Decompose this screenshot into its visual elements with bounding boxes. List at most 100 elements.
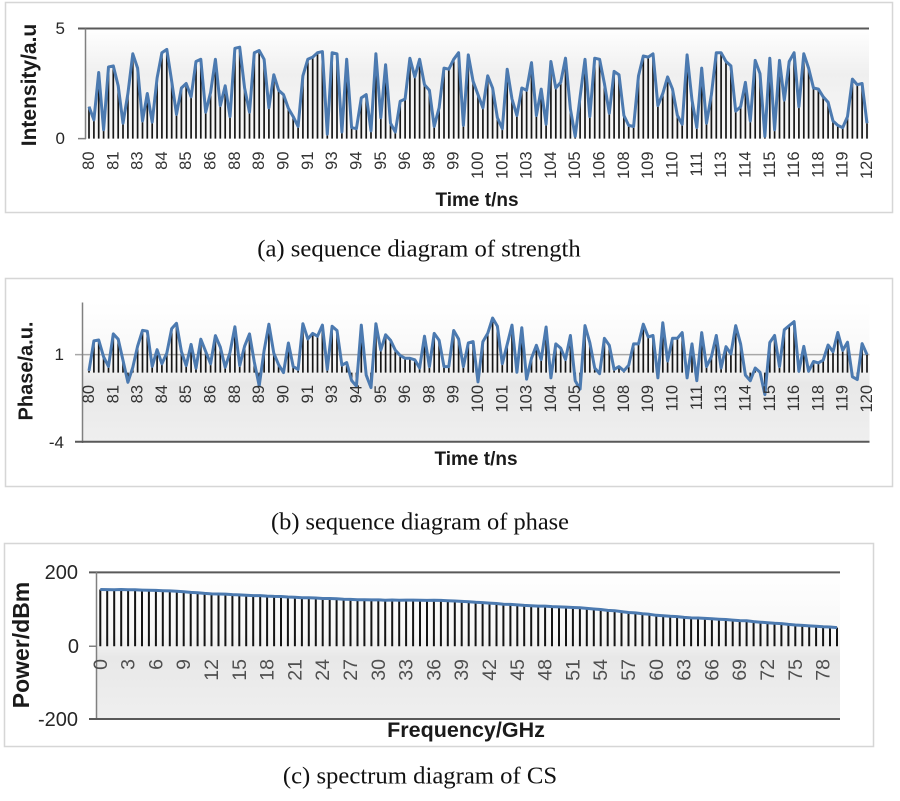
svg-text:0: 0 bbox=[90, 659, 112, 670]
svg-text:45: 45 bbox=[507, 659, 529, 681]
svg-text:15: 15 bbox=[229, 659, 251, 681]
svg-text:93: 93 bbox=[323, 385, 341, 403]
svg-text:54: 54 bbox=[590, 659, 612, 681]
svg-text:120: 120 bbox=[858, 385, 876, 413]
svg-text:39: 39 bbox=[451, 659, 473, 681]
svg-text:90: 90 bbox=[275, 152, 293, 170]
svg-text:103: 103 bbox=[518, 152, 536, 180]
svg-text:85: 85 bbox=[177, 152, 195, 170]
svg-text:89: 89 bbox=[250, 152, 268, 170]
svg-text:113: 113 bbox=[712, 385, 730, 411]
svg-text:104: 104 bbox=[542, 152, 560, 180]
svg-text:104: 104 bbox=[542, 385, 560, 413]
svg-text:(a) sequence diagram of streng: (a) sequence diagram of strength bbox=[257, 236, 581, 263]
svg-text:109: 109 bbox=[639, 385, 657, 413]
svg-text:-4: -4 bbox=[49, 433, 64, 452]
svg-text:200: 200 bbox=[45, 562, 78, 584]
svg-text:9: 9 bbox=[173, 659, 195, 670]
svg-text:114: 114 bbox=[736, 385, 754, 411]
svg-text:110: 110 bbox=[664, 152, 682, 178]
svg-text:99: 99 bbox=[445, 152, 463, 170]
svg-text:95: 95 bbox=[372, 152, 390, 170]
svg-text:120: 120 bbox=[858, 152, 876, 180]
svg-text:81: 81 bbox=[104, 385, 122, 403]
svg-text:96: 96 bbox=[396, 385, 414, 403]
svg-text:3: 3 bbox=[118, 659, 140, 670]
svg-text:88: 88 bbox=[226, 152, 244, 170]
svg-text:-200: -200 bbox=[38, 709, 78, 731]
svg-text:101: 101 bbox=[493, 385, 511, 413]
svg-text:106: 106 bbox=[591, 152, 609, 180]
svg-text:Phase/a.u.: Phase/a.u. bbox=[16, 322, 38, 421]
svg-text:6: 6 bbox=[145, 659, 167, 670]
svg-text:12: 12 bbox=[201, 659, 223, 681]
svg-text:88: 88 bbox=[226, 385, 244, 403]
svg-text:119: 119 bbox=[834, 152, 852, 178]
svg-text:108: 108 bbox=[615, 152, 633, 180]
svg-text:(c) spectrum diagram of CS: (c) spectrum diagram of CS bbox=[283, 763, 557, 790]
svg-text:80: 80 bbox=[80, 385, 98, 403]
svg-text:118: 118 bbox=[809, 385, 827, 411]
svg-text:99: 99 bbox=[445, 385, 463, 403]
svg-text:96: 96 bbox=[396, 152, 414, 170]
svg-text:30: 30 bbox=[368, 659, 390, 681]
svg-text:57: 57 bbox=[618, 659, 640, 681]
svg-text:75: 75 bbox=[785, 659, 807, 681]
svg-text:72: 72 bbox=[757, 659, 779, 681]
svg-text:116: 116 bbox=[785, 152, 803, 178]
svg-text:36: 36 bbox=[423, 659, 445, 681]
svg-text:81: 81 bbox=[104, 152, 122, 170]
svg-text:113: 113 bbox=[712, 152, 730, 178]
svg-text:111: 111 bbox=[688, 385, 706, 410]
svg-text:108: 108 bbox=[615, 385, 633, 413]
svg-text:66: 66 bbox=[701, 659, 723, 681]
svg-text:80: 80 bbox=[80, 152, 98, 170]
svg-text:60: 60 bbox=[646, 659, 668, 681]
svg-text:1: 1 bbox=[55, 345, 64, 364]
svg-text:Power/dBm: Power/dBm bbox=[8, 582, 34, 709]
svg-text:86: 86 bbox=[202, 152, 220, 170]
svg-text:84: 84 bbox=[153, 152, 171, 170]
svg-text:Time t/ns: Time t/ns bbox=[434, 449, 517, 470]
svg-text:42: 42 bbox=[479, 659, 501, 681]
svg-text:27: 27 bbox=[340, 659, 362, 681]
svg-text:21: 21 bbox=[284, 659, 306, 681]
svg-text:83: 83 bbox=[129, 152, 147, 170]
svg-text:48: 48 bbox=[535, 659, 557, 681]
svg-text:63: 63 bbox=[674, 659, 696, 681]
svg-text:101: 101 bbox=[493, 152, 511, 180]
svg-text:100: 100 bbox=[469, 385, 487, 413]
svg-text:105: 105 bbox=[566, 385, 584, 413]
svg-text:90: 90 bbox=[275, 385, 293, 403]
svg-text:110: 110 bbox=[664, 385, 682, 411]
svg-text:69: 69 bbox=[729, 659, 751, 681]
svg-text:98: 98 bbox=[420, 385, 438, 403]
svg-text:33: 33 bbox=[396, 659, 418, 681]
svg-text:106: 106 bbox=[591, 385, 609, 413]
svg-text:111: 111 bbox=[688, 152, 706, 177]
svg-text:0: 0 bbox=[56, 129, 65, 148]
svg-text:118: 118 bbox=[809, 152, 827, 178]
svg-text:91: 91 bbox=[299, 385, 317, 403]
svg-text:Time t/ns: Time t/ns bbox=[435, 190, 518, 211]
svg-text:93: 93 bbox=[323, 152, 341, 170]
svg-text:98: 98 bbox=[420, 152, 438, 170]
svg-text:85: 85 bbox=[177, 385, 195, 403]
svg-text:115: 115 bbox=[761, 152, 779, 178]
svg-text:95: 95 bbox=[372, 385, 390, 403]
svg-text:109: 109 bbox=[639, 152, 657, 180]
svg-text:91: 91 bbox=[299, 152, 317, 170]
svg-text:94: 94 bbox=[347, 152, 365, 170]
svg-text:5: 5 bbox=[56, 19, 65, 38]
svg-text:114: 114 bbox=[736, 152, 754, 178]
svg-text:Intensity/a.u: Intensity/a.u bbox=[18, 24, 41, 147]
svg-text:103: 103 bbox=[518, 385, 536, 413]
svg-text:78: 78 bbox=[813, 659, 835, 681]
svg-text:89: 89 bbox=[250, 385, 268, 403]
svg-text:105: 105 bbox=[566, 152, 584, 180]
svg-text:51: 51 bbox=[562, 659, 584, 681]
svg-text:24: 24 bbox=[312, 659, 334, 681]
svg-text:100: 100 bbox=[469, 152, 487, 180]
svg-text:115: 115 bbox=[761, 385, 779, 411]
svg-text:119: 119 bbox=[834, 385, 852, 411]
